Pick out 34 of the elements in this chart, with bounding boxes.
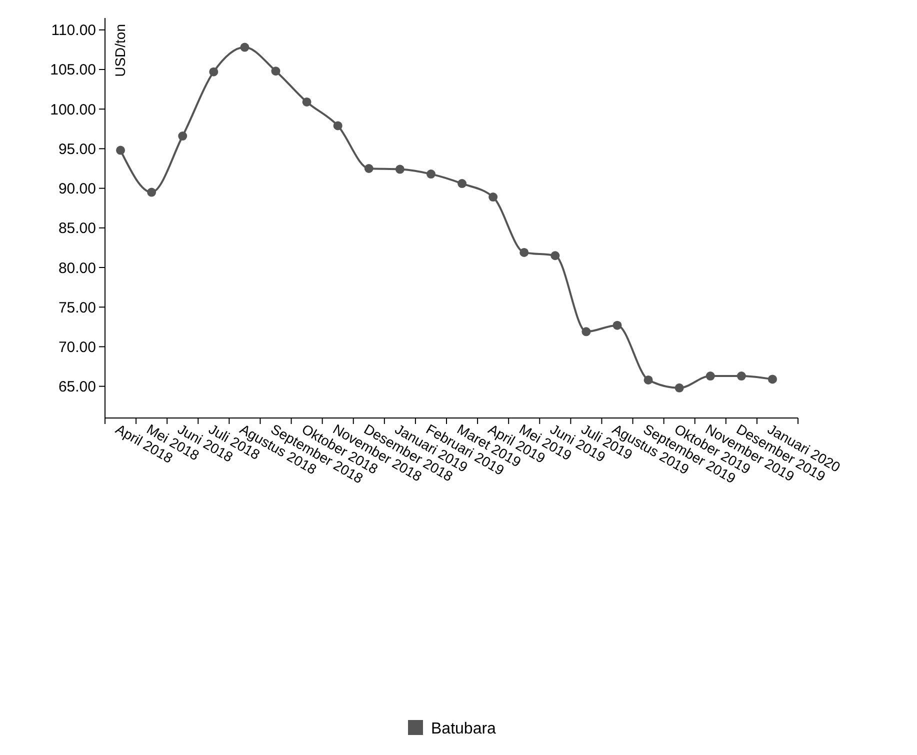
y-tick-label: 70.00 xyxy=(58,338,96,356)
y-tick-label: 85.00 xyxy=(58,220,96,238)
point xyxy=(644,375,653,384)
y-tick-label: 100.00 xyxy=(50,101,96,118)
point xyxy=(550,251,560,260)
point xyxy=(488,192,498,202)
point xyxy=(674,383,684,392)
y-tick-label: 90.00 xyxy=(58,180,96,198)
point xyxy=(209,67,218,76)
point xyxy=(116,146,126,155)
point xyxy=(271,66,280,76)
y-tick-label: 75.00 xyxy=(58,299,96,316)
point xyxy=(395,164,404,174)
y-tick-label: 105.00 xyxy=(50,62,96,79)
point xyxy=(768,374,777,384)
point xyxy=(302,97,312,106)
point xyxy=(426,170,436,179)
point xyxy=(612,320,622,330)
point xyxy=(178,132,188,141)
point xyxy=(147,188,156,197)
point xyxy=(582,327,591,336)
y-tick-label: 80.00 xyxy=(58,260,96,277)
y-axis-title: USD/ton xyxy=(112,24,128,77)
y-tick-label: 95.00 xyxy=(58,140,96,158)
point xyxy=(240,42,250,52)
point xyxy=(333,121,342,130)
y-tick-label: 110.00 xyxy=(51,22,96,40)
point xyxy=(520,248,529,257)
point xyxy=(736,372,746,381)
point xyxy=(706,372,715,381)
y-tick-label: 65.00 xyxy=(58,378,96,396)
point xyxy=(364,164,374,173)
point xyxy=(458,179,467,188)
legend-label: Batubara xyxy=(431,720,496,738)
